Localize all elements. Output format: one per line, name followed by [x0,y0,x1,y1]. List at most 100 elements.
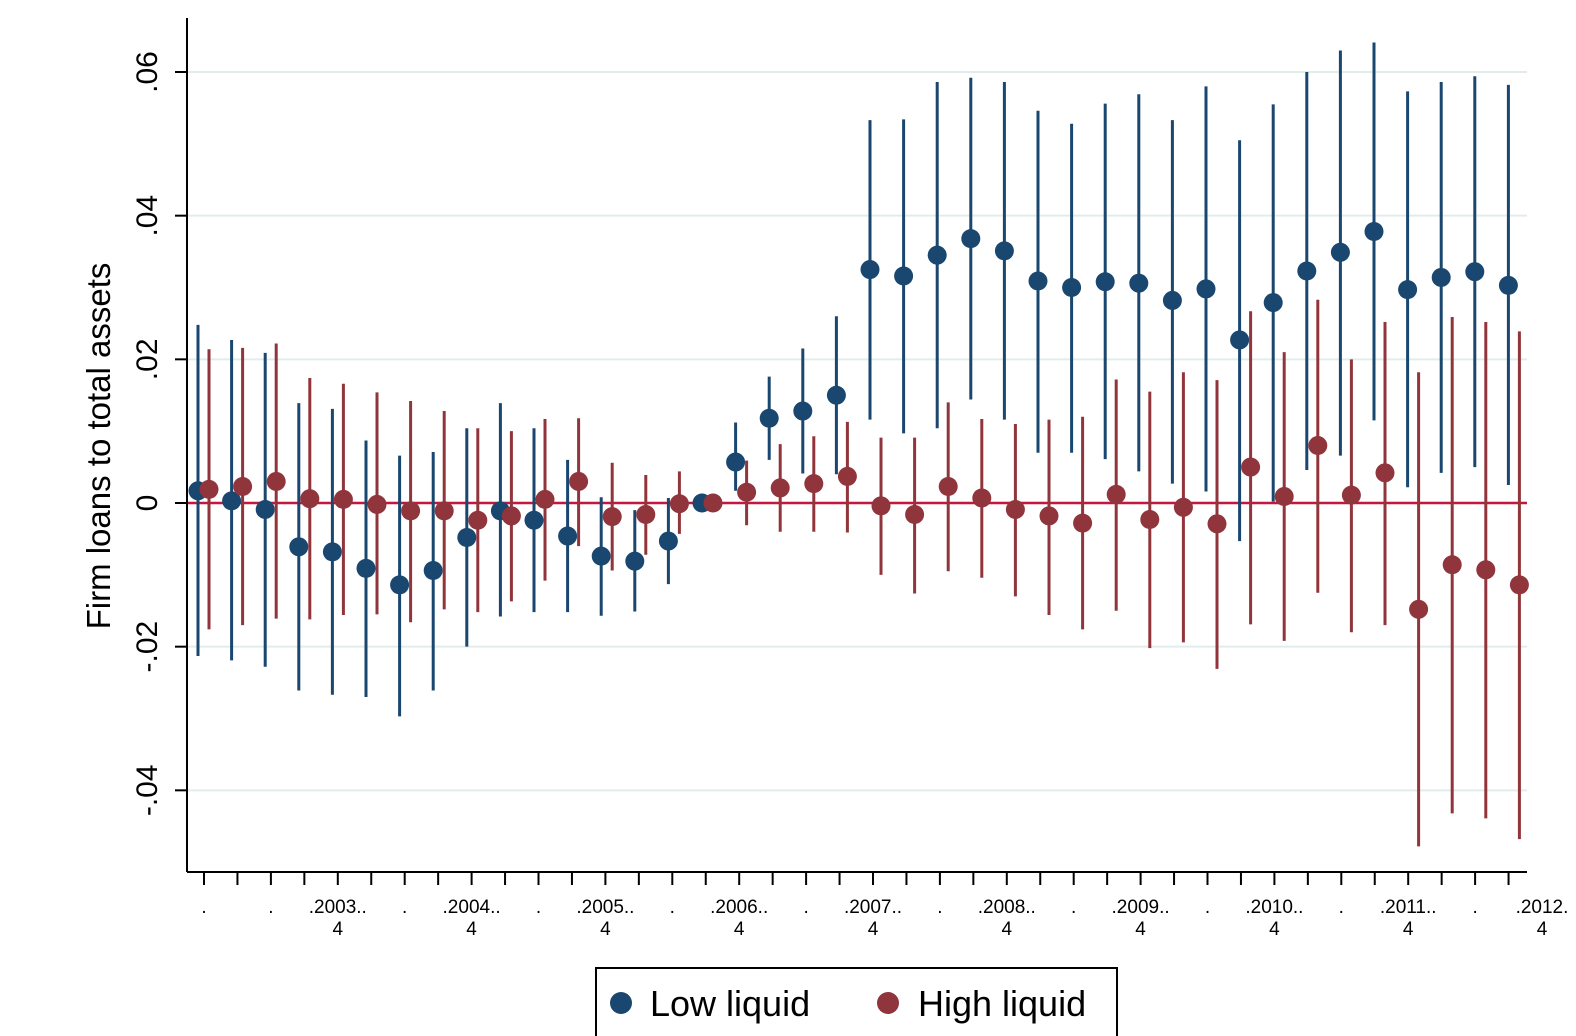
high-liquid-point [938,476,958,496]
high-liquid-point [434,501,454,521]
x-tick-label-line2: 4 [600,919,611,940]
high-liquid-point [636,504,656,524]
low-liquid-point [927,245,947,265]
high-liquid-point [1476,560,1496,580]
low-liquid-point [726,452,746,472]
low-liquid-point [658,531,678,551]
x-tick-label: . [1472,897,1477,918]
y-tick-label: -.04 [131,764,164,816]
low-liquid-point [457,527,477,547]
low-liquid-point [1196,279,1216,299]
series-low-liquid [188,42,1518,717]
low-liquid-point [1062,278,1082,297]
x-tick-label-line2: 4 [1403,919,1414,940]
low-liquid-point [322,542,342,562]
x-tick-label-line2: 4 [1269,919,1280,940]
high-liquid-point [770,478,790,498]
low-liquid-point [1297,261,1317,281]
x-tick-label: . [1339,897,1344,918]
low-liquid-point [591,546,611,566]
legend-box [595,967,1118,1036]
y-tick-label: -.02 [131,621,164,673]
high-liquid-point [1039,506,1059,526]
high-liquid-point [501,506,521,526]
low-liquid-point [1398,280,1418,300]
low-liquid-point [1364,221,1384,241]
x-tick-label: .2004.. [443,897,501,918]
low-liquid-point [1498,275,1518,295]
low-liquid-point [1129,273,1149,293]
low-liquid-point [255,499,275,519]
low-liquid-point [1028,271,1048,291]
low-liquid-point [524,510,544,530]
high-liquid-point [1375,463,1395,483]
high-liquid-point [333,489,353,509]
high-liquid-point [737,482,757,502]
x-tick-label-line2: 4 [734,919,745,940]
high-liquid-point [1241,457,1261,477]
high-liquid-point [266,471,286,491]
axes [186,18,1527,873]
legend: Low liquid High liquid [595,967,1118,1036]
x-tick-label: . [670,897,675,918]
x-tick-label: . [268,897,273,918]
x-tick-label: . [803,897,808,918]
low-liquid-point [793,401,813,421]
legend-label-low-liquid: Low liquid [650,983,810,1024]
high-liquid-point [972,488,992,508]
high-liquid-point [703,493,723,513]
y-axis-ticks: -.04 -.02 0 .02 .04 .06 [131,51,187,816]
legend-marker-high-liquid [877,992,899,1014]
x-tick-label: .2003.. [309,897,367,918]
high-liquid-point [1509,575,1529,595]
high-liquid-point [1005,499,1025,519]
x-tick-label: . [201,897,206,918]
x-tick-label-line2: 4 [1135,919,1146,940]
y-tick-label: .02 [131,338,164,380]
series-high-liquid [199,299,1529,847]
high-liquid-point [401,501,421,521]
low-liquid-point [222,491,242,511]
x-tick-label: . [1205,897,1210,918]
low-liquid-point [1431,267,1451,287]
high-liquid-point [804,474,824,494]
low-liquid-point [1330,242,1350,262]
low-liquid-point [1465,262,1485,282]
high-liquid-point [1140,510,1160,530]
high-liquid-point [837,466,857,486]
low-liquid-point [1162,290,1182,310]
high-liquid-point [1173,497,1193,517]
x-tick-label: .2012. [1516,897,1569,918]
x-tick-label-line2: 4 [1537,919,1548,940]
low-liquid-point [356,558,376,578]
x-tick-label: .2010.. [1245,897,1303,918]
x-tick-label-line2: 4 [868,919,879,940]
y-axis-title: Firm loans to total assets [80,263,117,630]
legend-marker-low-liquid [610,992,632,1014]
high-liquid-point [1106,484,1126,504]
high-liquid-point [199,479,219,499]
high-liquid-point [233,476,253,496]
low-liquid-point [759,408,779,428]
low-liquid-point [289,537,309,557]
y-tick-label: 0 [131,495,164,512]
x-tick-label-line2: 4 [466,919,477,940]
high-liquid-point [1274,487,1294,507]
x-tick-label: . [1071,897,1076,918]
high-liquid-point [871,496,891,516]
high-liquid-point [468,510,488,530]
high-liquid-point [602,507,622,527]
legend-label-high-liquid: High liquid [918,983,1086,1024]
high-liquid-point [300,489,320,509]
low-liquid-point [860,260,880,280]
x-tick-label: .2011.. [1380,897,1437,918]
low-liquid-point [961,229,981,249]
high-liquid-point [1341,485,1361,505]
x-axis-ticks: .. .2003..4. .2004..4. .2005..4. .2006..4. .2… [201,872,1568,940]
low-liquid-point [625,551,645,571]
low-liquid-point [1230,330,1250,350]
high-liquid-point [1409,599,1429,619]
low-liquid-point [826,385,846,405]
low-liquid-point [423,561,443,581]
